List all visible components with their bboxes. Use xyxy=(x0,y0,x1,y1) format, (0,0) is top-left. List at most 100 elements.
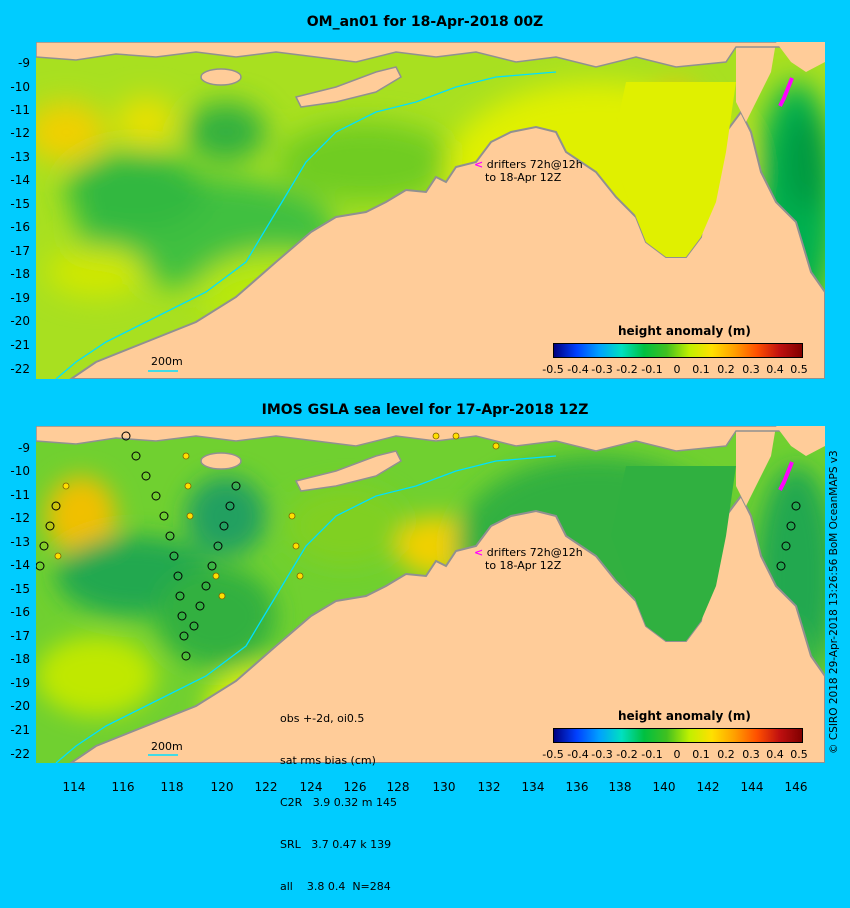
colorbar-label: 0.5 xyxy=(790,748,808,761)
y-tick: -9 xyxy=(18,441,30,455)
stats-line: obs +-2d, oi0.5 xyxy=(280,712,365,725)
colorbar-label: -0.5 xyxy=(542,748,564,761)
colorbar-label: 0.1 xyxy=(692,748,710,761)
x-tick: 114 xyxy=(62,780,86,794)
top-colorbar xyxy=(553,343,803,358)
drifters-note-line1: drifters 72h@12h xyxy=(486,546,583,559)
timor-island xyxy=(294,66,402,108)
track-black-4 xyxy=(36,501,61,571)
x-tick: 122 xyxy=(254,780,278,794)
x-tick: 138 xyxy=(608,780,632,794)
png-coast xyxy=(776,426,825,456)
colorbar-label: 0.4 xyxy=(766,363,784,376)
top-colorbar-labels: -0.5 -0.4 -0.3 -0.2 -0.1 0 0.1 0.2 0.3 0… xyxy=(542,363,807,377)
y-tick: -22 xyxy=(10,362,30,376)
colorbar-label: 0 xyxy=(673,748,681,761)
top-map-canvas xyxy=(36,42,825,379)
colorbar-label: -0.1 xyxy=(641,363,663,376)
y-tick: -11 xyxy=(10,103,30,117)
y-tick: -15 xyxy=(10,197,30,211)
y-tick: -14 xyxy=(10,173,30,187)
colorbar-label: 0.2 xyxy=(717,363,735,376)
x-tick: 126 xyxy=(343,780,367,794)
drifter-arrow-icon: < xyxy=(474,158,484,171)
stats-line: SRL 3.7 0.47 k 139 xyxy=(280,838,392,851)
y-tick: -20 xyxy=(10,314,30,328)
y-tick: -13 xyxy=(10,535,30,549)
bottom-map-panel[interactable] xyxy=(36,426,825,763)
y-tick: -11 xyxy=(10,488,30,502)
x-tick: 146 xyxy=(784,780,808,794)
colorbar-label: -0.1 xyxy=(641,748,663,761)
top-isobath-label: 200m xyxy=(151,355,183,368)
bottom-colorbar-title: height anomaly (m) xyxy=(618,709,751,723)
colorbar-label: 0.1 xyxy=(692,363,710,376)
colorbar-label: -0.3 xyxy=(591,748,613,761)
bottom-isobath-label: 200m xyxy=(151,740,183,753)
colorbar-label: -0.4 xyxy=(567,748,589,761)
colorbar-label: 0.4 xyxy=(766,748,784,761)
y-tick: -15 xyxy=(10,582,30,596)
y-tick: -16 xyxy=(10,605,30,619)
bottom-drifters-note: < drifters 72h@12h to 18-Apr 12Z xyxy=(474,546,583,572)
x-tick: 116 xyxy=(111,780,135,794)
x-tick: 120 xyxy=(210,780,234,794)
x-tick: 118 xyxy=(160,780,184,794)
sumba-island xyxy=(200,452,242,470)
bottom-map-canvas xyxy=(36,426,825,763)
top-panel-title: OM_an01 for 18-Apr-2018 00Z xyxy=(306,14,544,30)
bottom-colorbar xyxy=(553,728,803,743)
drifter-arrow-icon: < xyxy=(474,546,484,559)
x-tick: 130 xyxy=(432,780,456,794)
island-chain xyxy=(36,42,825,68)
y-tick: -14 xyxy=(10,558,30,572)
colorbar-label: 0.3 xyxy=(742,363,760,376)
stats-line: sat rms bias (cm) xyxy=(280,754,376,767)
stats-line: all 3.8 0.4 N=284 xyxy=(280,880,391,893)
timor-island xyxy=(294,450,402,492)
y-tick: -18 xyxy=(10,652,30,666)
x-tick: 142 xyxy=(696,780,720,794)
y-tick: -17 xyxy=(10,629,30,643)
colorbar-label: -0.4 xyxy=(567,363,589,376)
bottom-panel-title: IMOS GSLA sea level for 17-Apr-2018 12Z xyxy=(261,402,589,418)
stats-line: C2R 3.9 0.32 m 145 xyxy=(280,796,397,809)
y-tick: -17 xyxy=(10,244,30,258)
gulf-of-carpentaria xyxy=(611,82,736,257)
gulf-of-carpentaria xyxy=(611,466,736,641)
sumba-island xyxy=(200,68,242,86)
x-tick: 132 xyxy=(477,780,501,794)
australia-landmass xyxy=(69,110,825,379)
isobath-200m-line xyxy=(55,71,557,379)
australia-landmass xyxy=(69,494,825,763)
altimeter-stats: obs +-2d, oi0.5 sat rms bias (cm) C2R 3.… xyxy=(280,684,397,908)
top-colorbar-title: height anomaly (m) xyxy=(618,324,751,338)
x-tick: 134 xyxy=(521,780,545,794)
y-tick: -10 xyxy=(10,80,30,94)
y-tick: -12 xyxy=(10,126,30,140)
drifters-note-line1: drifters 72h@12h xyxy=(486,158,583,171)
cape-york xyxy=(736,426,776,506)
y-tick: -10 xyxy=(10,464,30,478)
drifters-note-line2: to 18-Apr 12Z xyxy=(485,559,562,572)
png-coast xyxy=(776,42,825,72)
x-tick: 128 xyxy=(386,780,410,794)
y-tick: -16 xyxy=(10,220,30,234)
x-tick: 124 xyxy=(299,780,323,794)
credit-text: © CSIRO 2018 29-Apr-2018 13:26:56 BoM Oc… xyxy=(828,450,840,754)
y-tick: -12 xyxy=(10,511,30,525)
colorbar-label: -0.2 xyxy=(616,363,638,376)
altimeter-tracks xyxy=(36,431,801,661)
drifter-track xyxy=(778,77,794,107)
top-map-panel[interactable] xyxy=(36,42,825,379)
drifters-note-line2: to 18-Apr 12Z xyxy=(485,171,562,184)
y-tick: -21 xyxy=(10,723,30,737)
colorbar-label: -0.5 xyxy=(542,363,564,376)
colorbar-label: 0.2 xyxy=(717,748,735,761)
track-black-3 xyxy=(776,501,801,571)
top-drifters-note: < drifters 72h@12h to 18-Apr 12Z xyxy=(474,158,583,184)
y-tick: -19 xyxy=(10,291,30,305)
colorbar-label: 0 xyxy=(673,363,681,376)
colorbar-label: -0.3 xyxy=(591,363,613,376)
altimeter-tracks-yellow xyxy=(54,432,500,600)
